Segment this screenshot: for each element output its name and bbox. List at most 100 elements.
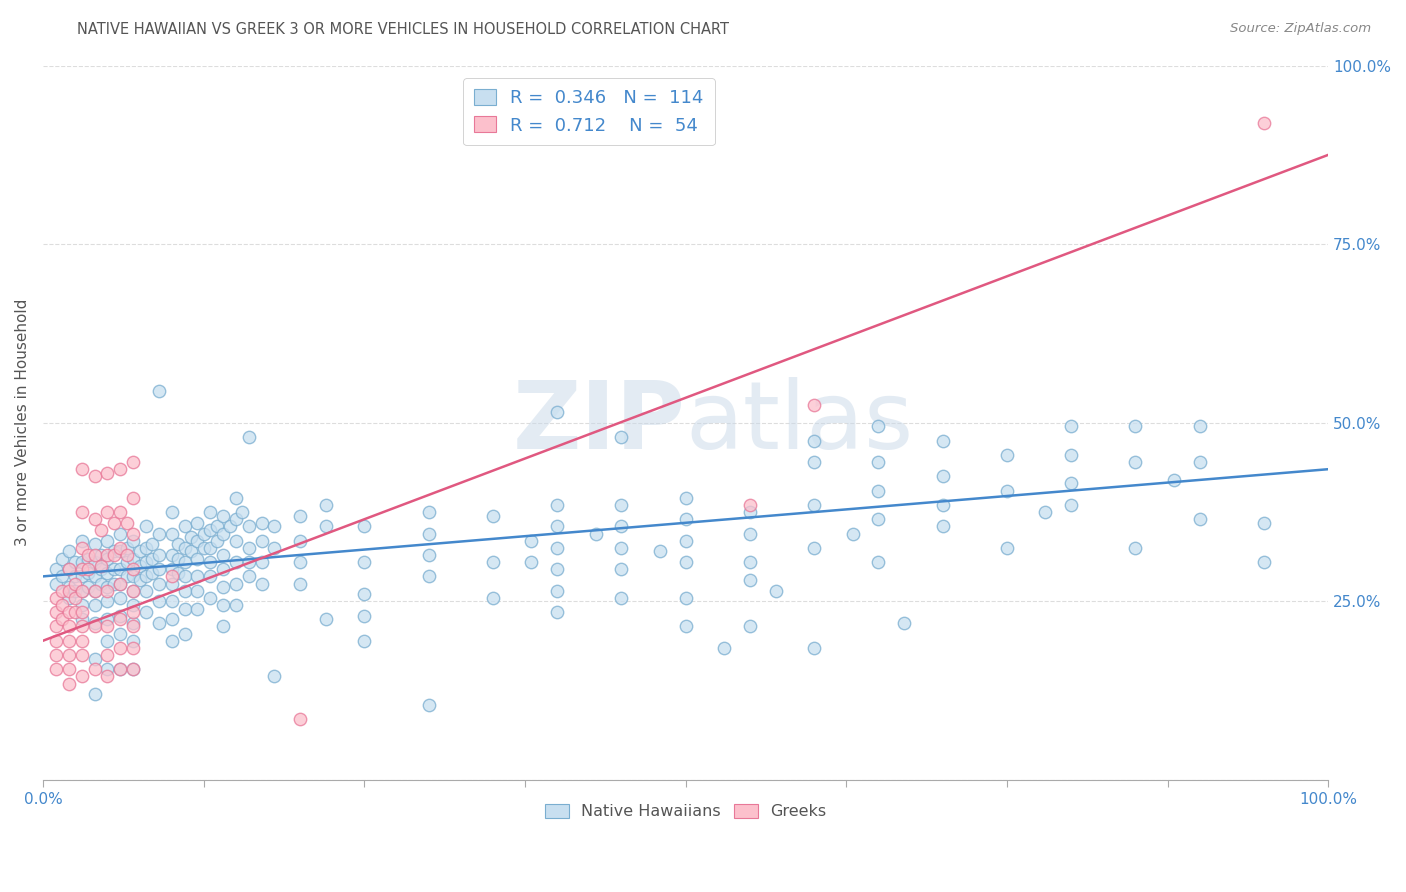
Point (141, 551, 163, 566)
Point (353, 633, 375, 648)
Point (173, 626, 195, 640)
Point (90, 576, 112, 591)
Point (70, 605, 93, 619)
Point (160, 562, 183, 576)
Point (290, 555, 312, 569)
Point (250, 533, 273, 548)
Point (122, 662, 145, 676)
Point (841, 526, 863, 541)
Point (148, 615, 170, 630)
Point (418, 548, 440, 562)
Point (148, 526, 170, 541)
Point (212, 526, 235, 541)
Point (128, 573, 150, 587)
Point (122, 533, 145, 548)
Point (83, 583, 105, 598)
Point (212, 580, 235, 594)
Point (65, 569, 87, 583)
Point (173, 569, 195, 583)
Point (1060, 448, 1083, 462)
Point (58, 676, 80, 690)
Text: Source: ZipAtlas.com: Source: ZipAtlas.com (1230, 22, 1371, 36)
Point (83, 687, 105, 701)
Point (803, 398, 825, 412)
Point (713, 640, 735, 655)
Point (90, 548, 112, 562)
Point (45, 605, 67, 619)
Point (418, 569, 440, 583)
Point (160, 594, 183, 608)
Point (200, 591, 222, 605)
Point (212, 508, 235, 523)
Point (115, 555, 138, 569)
Point (135, 555, 157, 569)
Point (110, 541, 132, 555)
Point (58, 562, 80, 576)
Point (58, 605, 80, 619)
Point (83, 537, 105, 551)
Point (96, 662, 118, 676)
Point (148, 576, 170, 591)
Point (648, 544, 671, 558)
Point (290, 533, 312, 548)
Point (315, 498, 337, 512)
Point (675, 533, 697, 548)
Point (212, 548, 235, 562)
Point (135, 583, 157, 598)
Point (803, 434, 825, 448)
Point (803, 541, 825, 555)
Point (141, 566, 163, 580)
Point (110, 544, 132, 558)
Point (110, 462, 132, 476)
Point (263, 541, 285, 555)
Point (250, 516, 273, 530)
Point (418, 526, 440, 541)
Text: NATIVE HAWAIIAN VS GREEK 3 OR MORE VEHICLES IN HOUSEHOLD CORRELATION CHART: NATIVE HAWAIIAN VS GREEK 3 OR MORE VEHIC… (77, 22, 730, 37)
Point (110, 640, 132, 655)
Point (160, 633, 183, 648)
Point (353, 587, 375, 601)
Point (212, 562, 235, 576)
Point (83, 615, 105, 630)
Point (70, 633, 93, 648)
Point (110, 526, 132, 541)
Point (200, 555, 222, 569)
Point (218, 519, 240, 533)
Point (96, 566, 118, 580)
Point (546, 605, 568, 619)
Point (83, 469, 105, 483)
Point (173, 583, 195, 598)
Point (160, 612, 183, 626)
Point (70, 555, 93, 569)
Text: atlas: atlas (686, 376, 914, 469)
Point (186, 569, 208, 583)
Point (1253, 555, 1275, 569)
Point (70, 648, 93, 662)
Point (148, 548, 170, 562)
Point (148, 562, 170, 576)
Point (83, 583, 105, 598)
Point (520, 533, 543, 548)
Point (122, 583, 145, 598)
Point (96, 619, 118, 633)
Point (45, 662, 67, 676)
Point (122, 633, 145, 648)
Point (482, 555, 505, 569)
Point (51, 612, 73, 626)
Point (58, 562, 80, 576)
Point (122, 562, 145, 576)
Point (868, 455, 890, 469)
Point (110, 591, 132, 605)
Point (122, 598, 145, 612)
Point (212, 619, 235, 633)
Point (353, 608, 375, 623)
Point (160, 505, 183, 519)
Legend: Native Hawaiians, Greeks: Native Hawaiians, Greeks (538, 797, 834, 825)
Point (96, 548, 118, 562)
Point (186, 601, 208, 615)
Point (193, 541, 215, 555)
Point (58, 648, 80, 662)
Point (1125, 541, 1147, 555)
Point (96, 580, 118, 594)
Point (193, 526, 215, 541)
